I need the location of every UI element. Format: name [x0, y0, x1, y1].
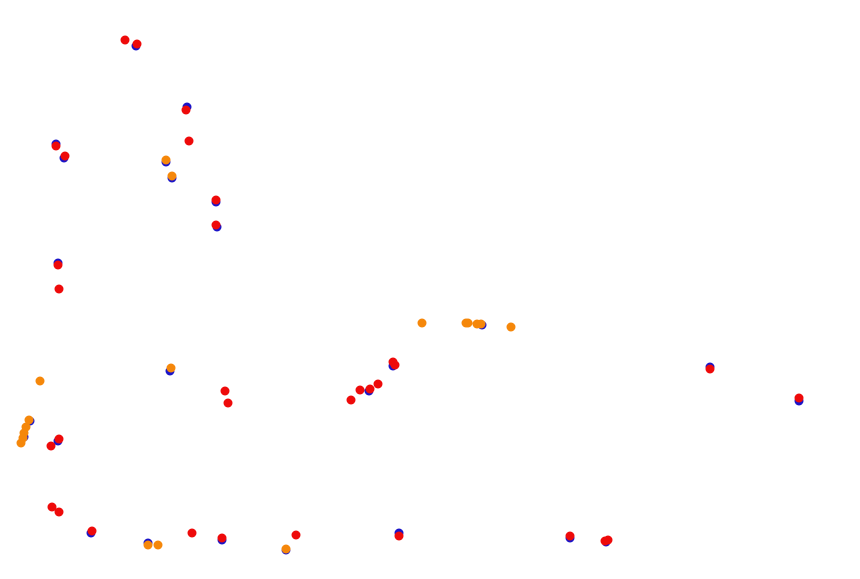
point	[291, 530, 301, 540]
point	[16, 438, 26, 448]
point	[166, 363, 176, 373]
point	[120, 35, 130, 45]
point	[187, 528, 197, 538]
point	[47, 502, 57, 512]
point	[87, 526, 97, 536]
point	[417, 318, 427, 328]
point	[24, 415, 34, 425]
point	[54, 284, 64, 294]
point	[181, 105, 191, 115]
point	[153, 540, 163, 550]
point	[220, 386, 230, 396]
point	[365, 384, 375, 394]
point	[46, 441, 56, 451]
point	[476, 319, 486, 329]
point	[346, 395, 356, 405]
point	[506, 322, 516, 332]
point	[143, 540, 153, 550]
point	[217, 533, 227, 543]
point	[60, 151, 70, 161]
point	[54, 434, 64, 444]
point	[281, 544, 291, 554]
point	[211, 195, 221, 205]
point	[54, 507, 64, 517]
point	[603, 535, 613, 545]
point	[161, 155, 171, 165]
point	[373, 379, 383, 389]
point	[223, 398, 233, 408]
point	[184, 136, 194, 146]
point	[53, 260, 63, 270]
point	[167, 171, 177, 181]
point	[132, 39, 142, 49]
point	[355, 385, 365, 395]
point	[565, 531, 575, 541]
point	[51, 141, 61, 151]
point	[463, 318, 473, 328]
point	[705, 364, 715, 374]
point	[794, 393, 804, 403]
point	[390, 360, 400, 370]
point	[211, 220, 221, 230]
point	[35, 376, 45, 386]
point	[394, 531, 404, 541]
